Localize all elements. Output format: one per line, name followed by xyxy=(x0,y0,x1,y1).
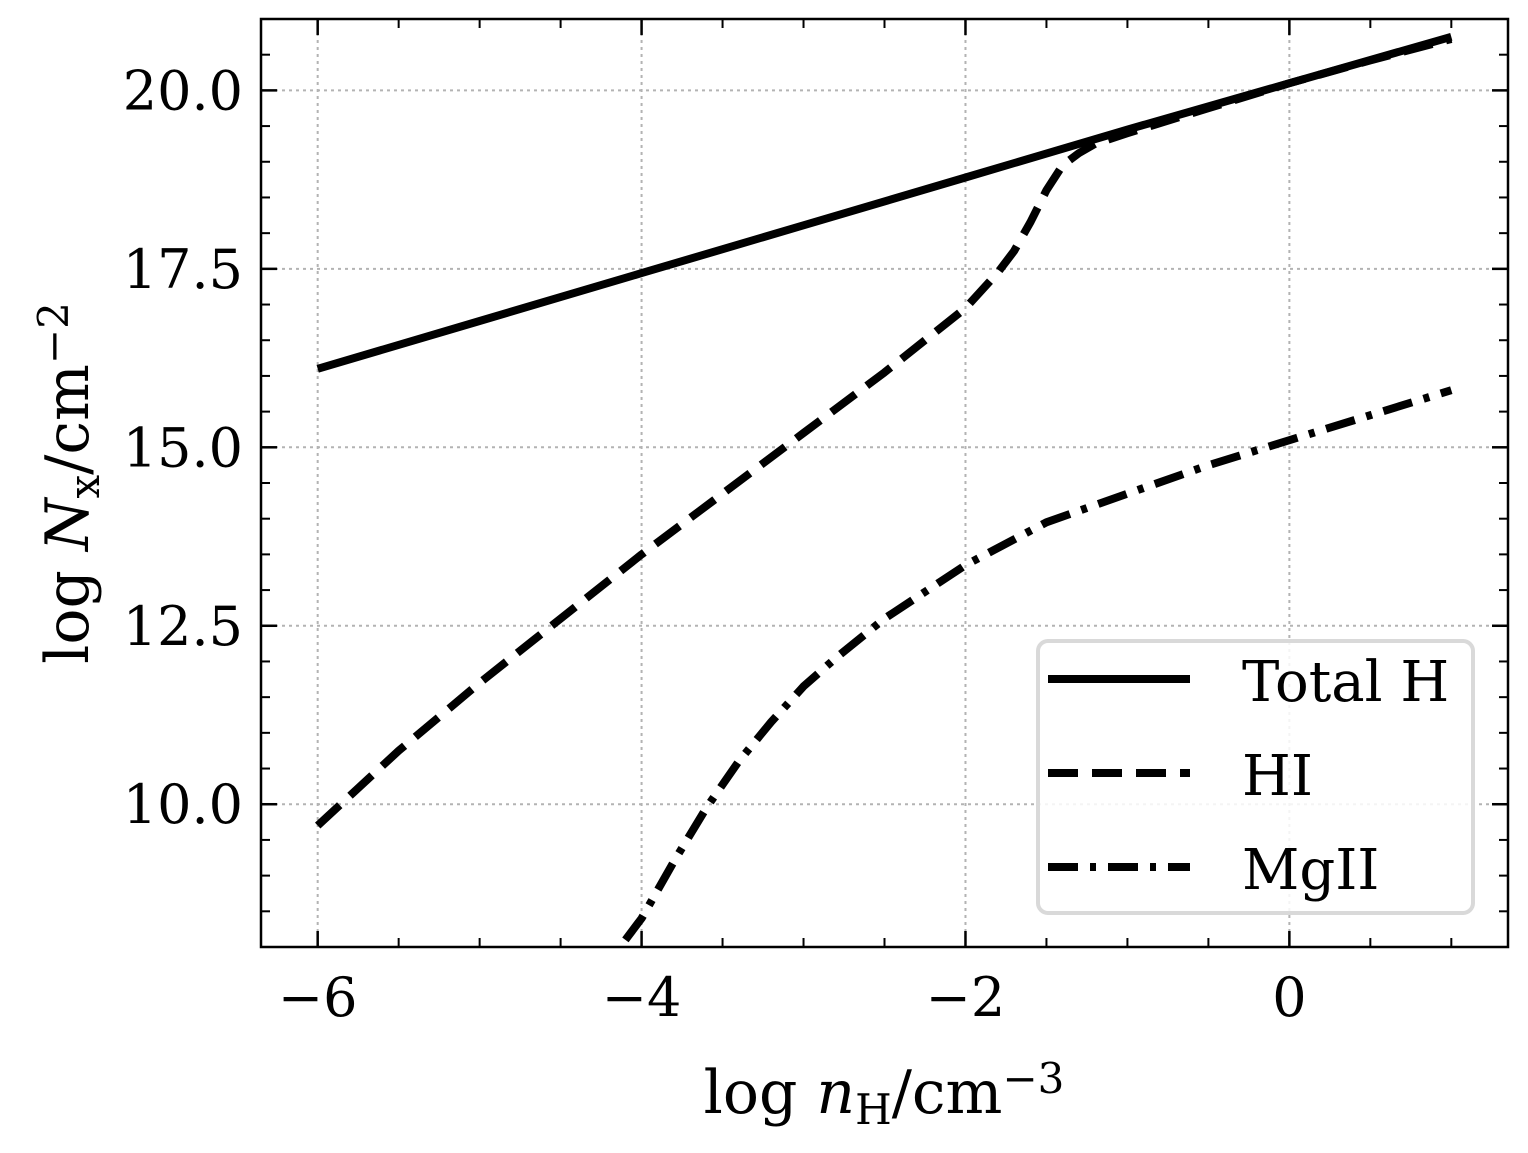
grid xyxy=(261,19,1508,947)
y-tick-label: 15.0 xyxy=(123,416,243,479)
legend-box xyxy=(1036,639,1475,915)
series-line-mgii xyxy=(622,386,1453,943)
tick-labels: −6 −4 −2 0 10.0 12.5 15.0 17.5 20.0 xyxy=(123,59,1307,1029)
y-tick-label: 12.5 xyxy=(123,595,243,658)
y-axis-label: log Nx/cm−2 xyxy=(29,302,109,664)
x-tick-label: −2 xyxy=(926,966,1006,1029)
legend: Total H HI MgII xyxy=(1036,639,1475,915)
x-tick-label: −4 xyxy=(602,966,682,1029)
y-tick-label: 10.0 xyxy=(123,773,243,836)
y-tick-label: 17.5 xyxy=(123,238,243,301)
legend-label: MgII xyxy=(1242,838,1379,903)
ticks xyxy=(261,18,1508,948)
series-line-hi xyxy=(314,35,1453,829)
x-axis-label: log nH/cm−3 xyxy=(704,1054,1065,1134)
legend-label: Total H xyxy=(1242,650,1449,715)
y-tick-label: 20.0 xyxy=(123,59,243,122)
legend-label: HI xyxy=(1242,744,1313,809)
x-tick-label: −6 xyxy=(278,966,358,1029)
series-layer xyxy=(314,32,1453,943)
x-tick-label: 0 xyxy=(1272,966,1306,1029)
